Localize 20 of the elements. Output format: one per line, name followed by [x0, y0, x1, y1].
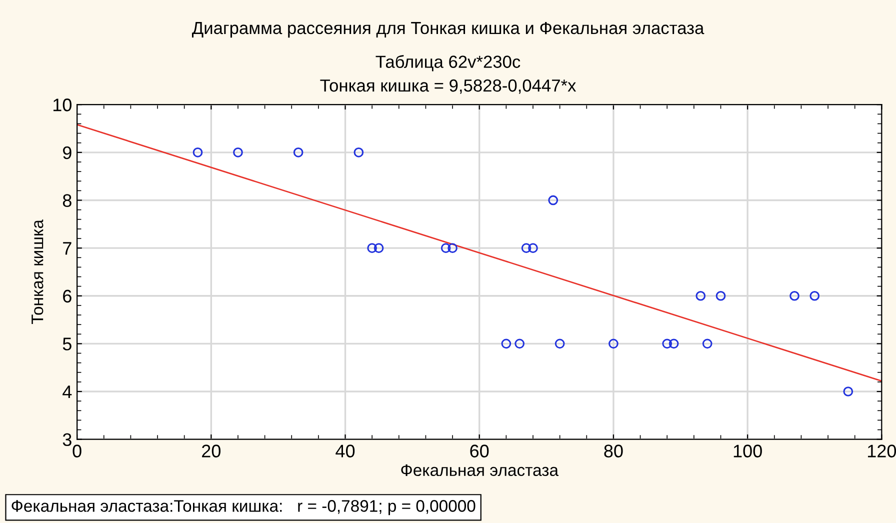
chart-title: Диаграмма рассеяния для Тонкая кишка и Фекальная эластаза [192, 22, 704, 38]
y-tick-label: 5 [62, 338, 72, 350]
x-tick-label: 60 [470, 444, 489, 458]
x-tick-label: 20 [202, 444, 220, 458]
y-tick-label: 6 [63, 290, 72, 303]
x-tick-label: 80 [604, 444, 623, 458]
x-tick-label: 40 [336, 444, 355, 458]
y-tick-label: 9 [63, 146, 72, 160]
y-tick-label: 3 [62, 433, 72, 446]
y-tick-label: 8 [62, 194, 72, 207]
y-tick-label: 7 [63, 242, 72, 255]
x-tick-label: 120 [868, 444, 896, 458]
y-tick-label: 10 [53, 98, 72, 112]
x-axis-title: Фекальная эластаза [401, 464, 559, 476]
y-axis-title: Тонкая кишка [32, 220, 44, 324]
x-tick-label: 100 [734, 444, 762, 458]
x-tick-label: 0 [72, 444, 82, 458]
text: Фекальная эластаза:Тонкая кишка: r = -0,7891; p = 0,00000 [12, 500, 476, 516]
chart-subtitle: Таблица 62v*230c Тонкая кишка = 9,5828-0,0447*x [320, 55, 576, 94]
y-tick-label: 4 [62, 386, 72, 398]
